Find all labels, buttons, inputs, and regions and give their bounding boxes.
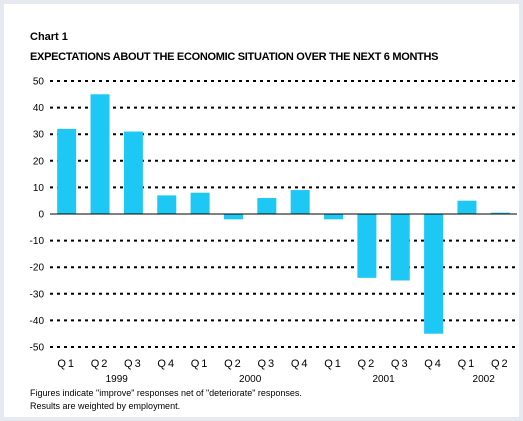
y-tick-label: -10 — [30, 236, 45, 247]
y-tick-label: -40 — [30, 316, 45, 327]
y-tick-label: 50 — [33, 77, 45, 88]
y-tick-label: 10 — [33, 183, 45, 194]
x-tick-label: Q3 — [391, 358, 410, 370]
year-label: 1999 — [106, 374, 129, 385]
chart-title: EXPECTATIONS ABOUT THE ECONOMIC SITUATIO… — [30, 51, 439, 63]
x-tick-label: Q2 — [358, 358, 377, 370]
bar-q2-5 — [223, 214, 243, 220]
bar-q3-6 — [257, 198, 277, 214]
x-tick-label: Q1 — [57, 358, 76, 370]
y-tick-label: 40 — [33, 103, 45, 114]
footnote-method: Figures indicate "improve" responses net… — [30, 388, 302, 398]
chart-label: Chart 1 — [30, 31, 68, 43]
year-label: 2000 — [239, 374, 262, 385]
x-tick-label: Q4 — [157, 358, 176, 370]
x-tick-label: Q3 — [124, 358, 143, 370]
x-tick-label: Q3 — [257, 358, 276, 370]
bar-q2-13 — [490, 212, 510, 214]
footnote-weighting: Results are weighted by employment. — [30, 401, 181, 411]
bar-q1-8 — [324, 214, 344, 220]
y-tick-label: 20 — [33, 156, 45, 167]
year-label: 2001 — [372, 374, 395, 385]
y-tick-label: -30 — [30, 289, 45, 300]
bars — [57, 94, 510, 334]
y-tick-label: -50 — [30, 343, 45, 354]
x-tick-label: Q4 — [424, 358, 443, 370]
bar-q4-7 — [290, 190, 310, 214]
y-tick-label: 30 — [33, 130, 45, 141]
x-tick-label: Q1 — [324, 358, 343, 370]
bar-q1-0 — [57, 128, 77, 214]
x-tick-label: Q2 — [491, 358, 510, 370]
bar-q3-10 — [390, 214, 410, 281]
bar-q1-4 — [190, 192, 210, 214]
x-tick-label: Q1 — [191, 358, 210, 370]
bar-q1-12 — [457, 200, 477, 214]
x-tick-label: Q2 — [91, 358, 110, 370]
y-tick-label: 0 — [38, 210, 44, 221]
bar-q3-2 — [123, 131, 143, 214]
bar-q2-9 — [357, 214, 377, 278]
x-tick-label: Q1 — [458, 358, 477, 370]
bar-q2-1 — [90, 94, 110, 214]
x-tick-label: Q4 — [291, 358, 310, 370]
x-tick-label: Q2 — [224, 358, 243, 370]
bar-q4-3 — [157, 195, 177, 214]
y-axis-ticks: 50 40 30 20 10 0 -10 -20 -30 -40 -50 — [30, 77, 45, 354]
bar-q4-11 — [424, 214, 444, 334]
year-label: 2002 — [473, 374, 496, 385]
year-labels: 1999 2000 2001 2002 — [106, 374, 496, 385]
y-tick-label: -20 — [30, 263, 45, 274]
x-axis-ticks: Q1 Q2 Q3 Q4 Q1 Q2 Q3 Q4 Q1 Q2 Q3 Q4 Q1 Q2 — [57, 358, 510, 370]
